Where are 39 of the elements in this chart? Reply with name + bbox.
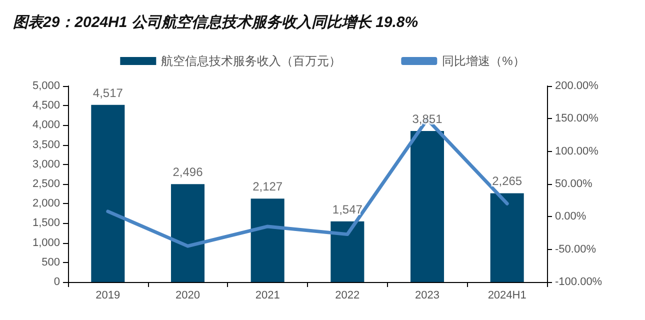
y-tick-label: 1,000 <box>32 236 60 249</box>
data-label: 4,517 <box>92 86 124 100</box>
y-tick-label: 500 <box>42 256 60 268</box>
legend-label: 同比增速（%） <box>442 54 525 68</box>
bar <box>410 131 444 282</box>
data-label: 1,547 <box>332 202 363 216</box>
bar <box>330 221 364 282</box>
x-tick-label: 2023 <box>415 290 440 302</box>
y2-tick-label: 150.00% <box>555 112 599 125</box>
data-label: 2,265 <box>492 174 522 188</box>
y2-tick-label: 50.00% <box>555 178 593 190</box>
chart-title: 图表29：2024H1 公司航空信息技术服务收入同比增长 19.8% <box>13 13 418 31</box>
y-tick-label: 3,500 <box>32 138 60 151</box>
x-tick-label: 2024H1 <box>488 290 526 302</box>
x-tick-label: 2021 <box>255 290 280 302</box>
data-label: 2,127 <box>252 180 283 194</box>
bar <box>490 193 524 282</box>
y-tick-label: 3,000 <box>32 158 60 170</box>
y2-tick-label: 0.00% <box>555 210 586 223</box>
legend-label: 航空信息技术服务收入（百万元） <box>161 54 342 68</box>
bar <box>250 198 284 282</box>
y-tick-label: 5,000 <box>32 80 60 92</box>
y2-tick-label: -100.00% <box>555 276 602 288</box>
x-tick-label: 2022 <box>335 290 360 302</box>
bar <box>170 184 205 282</box>
y2-tick-label: 200.00% <box>555 80 599 92</box>
y2-tick-label: -50.00% <box>555 243 596 256</box>
y-tick-label: 0 <box>54 276 60 288</box>
y-tick-label: 4,000 <box>32 119 60 132</box>
data-label: 2,496 <box>172 165 204 180</box>
x-tick-label: 2019 <box>96 290 120 302</box>
x-tick-label: 2020 <box>176 290 200 302</box>
y-tick-label: 4,500 <box>32 100 60 112</box>
y-tick-label: 2,000 <box>32 198 60 210</box>
y-tick-label: 2,500 <box>32 178 60 190</box>
y-tick-label: 1,500 <box>32 217 60 230</box>
bar <box>91 104 125 282</box>
y2-tick-label: 100.00% <box>555 145 599 158</box>
data-label: 3,851 <box>412 112 443 126</box>
